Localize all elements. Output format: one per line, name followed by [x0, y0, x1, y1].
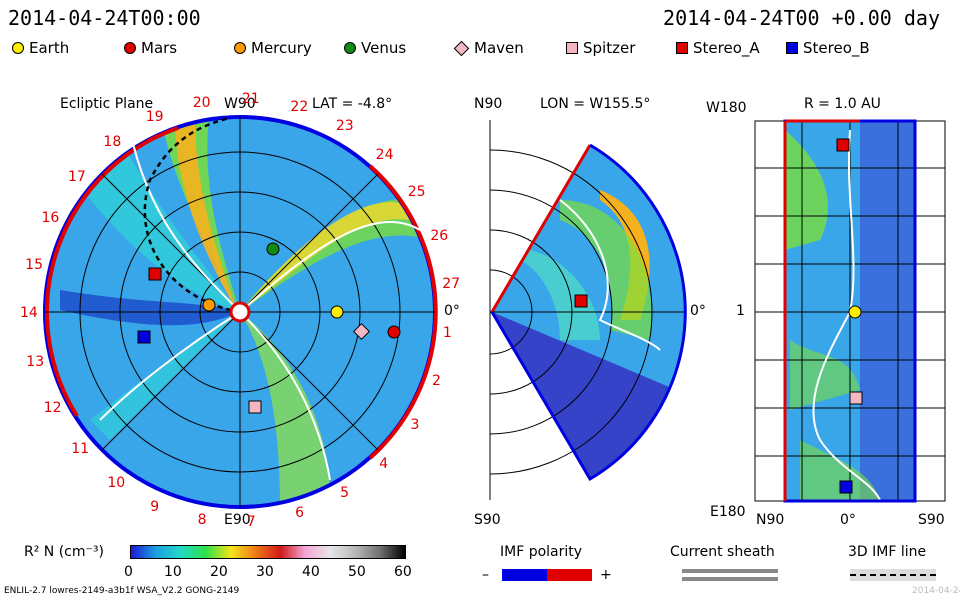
sector-label: 14 — [20, 305, 38, 322]
colorbar-tick-20: 20 — [210, 564, 228, 580]
radial-x-label-s90: S90 — [918, 512, 945, 528]
sector-label: 22 — [290, 99, 309, 116]
imf-line-3d-title: 3D IMF line — [848, 544, 927, 560]
earth-marker-icon — [12, 42, 24, 54]
legend-stereo-a: Stereo_A — [676, 39, 760, 57]
ecliptic-top-label: W90 — [224, 96, 256, 112]
current-sheath-line-2 — [682, 577, 778, 581]
imf-line-3d-dash — [850, 574, 936, 576]
colorbar — [130, 545, 406, 559]
sector-label: 6 — [295, 505, 305, 522]
timestamp-right: 2014-04-24T00 +0.00 day — [663, 6, 940, 30]
current-sheath-title: Current sheath — [670, 544, 775, 560]
stereo-a-marker-icon — [676, 42, 688, 54]
radial-mid-label: 1 — [736, 303, 745, 319]
legend-spitzer: Spitzer — [566, 39, 635, 57]
stereo-a-marker — [148, 267, 162, 281]
stereo-b-marker — [137, 330, 151, 344]
imf-polarity-minus: – — [482, 567, 489, 583]
legend-maven: Maven — [453, 39, 524, 57]
legend-stereo-b: Stereo_B — [786, 39, 870, 57]
sector-label: 24 — [375, 147, 394, 164]
timestamp-left: 2014-04-24T00:00 — [8, 6, 201, 30]
colorbar-tick-60: 60 — [394, 564, 412, 580]
radial-r-label: R = 1.0 AU — [804, 96, 881, 112]
colorbar-label: R² N (cm⁻³) — [24, 544, 104, 560]
radial-earth-marker — [848, 305, 862, 319]
spitzer-marker-icon — [566, 42, 578, 54]
colorbar-tick-10: 10 — [164, 564, 182, 580]
ecliptic-lat-label: LAT = -4.8° — [312, 96, 393, 112]
sector-label: 27 — [442, 275, 461, 292]
radial-x-label-0: 0° — [840, 512, 856, 528]
meridional-stereo-a-marker — [574, 294, 588, 308]
sector-label: 9 — [150, 498, 160, 515]
sector-label: 15 — [25, 256, 43, 273]
ecliptic-bottom-label: E90 — [224, 512, 251, 528]
mars-marker — [387, 325, 401, 339]
imf-polarity-positive-swatch — [547, 569, 592, 581]
sector-label: 25 — [407, 184, 426, 201]
sector-label: 4 — [379, 455, 389, 472]
sector-label: 16 — [41, 210, 60, 227]
sector-label: 18 — [103, 134, 122, 151]
legend-mercury: Mercury — [234, 39, 312, 57]
sector-label: 23 — [335, 118, 354, 135]
current-sheath-line-1 — [682, 569, 778, 573]
mercury-marker-icon — [234, 42, 246, 54]
sector-label: 12 — [43, 400, 62, 417]
sector-label: 3 — [410, 417, 420, 434]
radial-top-label: W180 — [706, 100, 747, 116]
earth-marker — [330, 305, 344, 319]
spitzer-marker — [248, 400, 262, 414]
meridional-lon-label: LON = W155.5° — [540, 96, 651, 112]
radial-stereo-a-marker — [836, 138, 850, 152]
radial-spitzer-marker — [849, 391, 863, 405]
sector-label: 1 — [442, 325, 452, 342]
colorbar-tick-50: 50 — [348, 564, 366, 580]
mars-marker-icon — [124, 42, 136, 54]
legend-earth: Earth — [12, 39, 69, 57]
sector-label: 11 — [71, 441, 90, 458]
sector-label: 2 — [432, 373, 441, 390]
sector-label: 20 — [192, 94, 211, 111]
legend-mars: Mars — [124, 39, 177, 57]
radial-stereo-b-marker — [839, 480, 853, 494]
colorbar-tick-0: 0 — [124, 564, 133, 580]
colorbar-tick-30: 30 — [256, 564, 274, 580]
sector-label: 21 — [241, 91, 260, 108]
footer-model-info: ENLIL-2.7 lowres-2149-a3b1f WSA_V2.2 GON… — [4, 586, 240, 596]
footer-date: 2014-04-24 — [912, 586, 960, 596]
imf-polarity-title: IMF polarity — [500, 544, 583, 560]
mercury-marker — [202, 298, 216, 312]
sector-label: 26 — [430, 228, 449, 245]
sector-label: 13 — [26, 354, 45, 371]
sector-label: 8 — [197, 512, 207, 529]
imf-polarity-negative-swatch — [502, 569, 547, 581]
sector-label: 7 — [246, 514, 256, 531]
meridional-right-label: 0° — [690, 303, 706, 319]
sector-label: 5 — [340, 485, 350, 502]
radial-bottom-label: E180 — [710, 504, 746, 520]
meridional-bottom-label: S90 — [474, 512, 501, 528]
imf-polarity-plus: + — [600, 567, 612, 583]
maven-marker — [353, 323, 370, 340]
sector-label: 19 — [145, 109, 164, 126]
sector-label: 17 — [68, 168, 86, 185]
sector-label: 10 — [107, 474, 126, 491]
legend-venus: Venus — [344, 39, 406, 57]
meridional-top-label: N90 — [474, 96, 503, 112]
ecliptic-title: Ecliptic Plane — [60, 96, 154, 112]
venus-marker — [266, 242, 280, 256]
radial-x-label-n90: N90 — [756, 512, 785, 528]
stereo-b-marker-icon — [786, 42, 798, 54]
ecliptic-right-label: 0° — [444, 303, 460, 319]
venus-marker-icon — [344, 42, 356, 54]
colorbar-tick-40: 40 — [302, 564, 320, 580]
